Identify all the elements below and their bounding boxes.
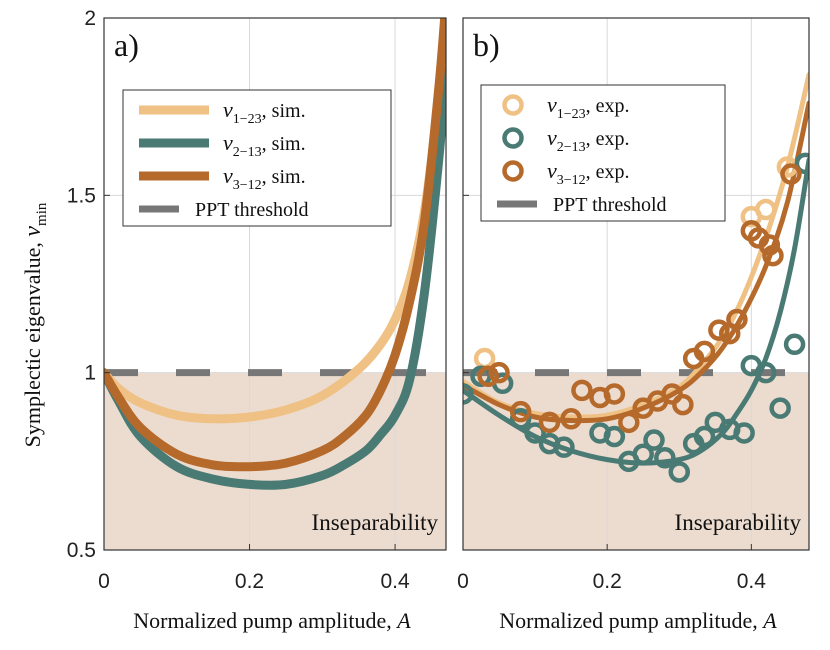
legend-subscript: 3−12 — [233, 178, 262, 193]
data-point-2−13 — [794, 152, 809, 175]
data-point-3−12 — [509, 400, 532, 423]
legend-item: PPT threshold — [497, 194, 667, 216]
data-point-2−13 — [463, 383, 474, 405]
legend-label: ν2−13, sim. — [223, 130, 306, 160]
data-point-1−23 — [755, 198, 777, 221]
legend-suffix: , sim. — [262, 133, 306, 155]
panel-label: a) — [114, 27, 139, 63]
legend-item: ν1−23, exp. — [502, 92, 630, 122]
data-point-3−12 — [488, 361, 510, 384]
legend-item: PPT threshold — [139, 199, 309, 221]
x-tick-label: 0.4 — [380, 570, 410, 593]
data-point-2−13 — [509, 408, 532, 430]
y-tick-label: 2 — [84, 7, 96, 30]
y-tick-label: 0.5 — [67, 539, 96, 562]
legend-label: ν1−23, sim. — [223, 97, 306, 127]
data-point-2−13 — [783, 333, 806, 356]
data-point-3−12 — [560, 408, 582, 430]
fit-line — [463, 72, 809, 420]
legend-swatch-marker — [502, 127, 524, 149]
inseparability-label: Inseparability — [675, 510, 802, 535]
y-tick-label: 1 — [84, 362, 96, 385]
legend-symbol: ν — [223, 97, 233, 122]
data-point-3−12 — [477, 365, 499, 387]
legend-symbol: ν — [223, 130, 233, 155]
data-point-2−13 — [693, 425, 716, 448]
data-point-3−12 — [661, 383, 683, 405]
x-tick-label: 0 — [457, 570, 469, 593]
plot-area — [104, 18, 446, 490]
x-tick-label: 0.2 — [235, 570, 264, 593]
data-point-3−12 — [618, 411, 640, 434]
x-tick-label: 0 — [98, 570, 110, 593]
panel-label: b) — [473, 27, 500, 63]
y-axis-label: Symplectic eigenvalue, νmin — [20, 202, 50, 447]
data-point-3−12 — [693, 340, 716, 363]
legend: ν1−23, sim.ν2−13, sim.ν3−12, sim.PPT thr… — [122, 89, 392, 227]
legend-symbol: ν — [223, 163, 233, 188]
legend-item: ν3−12, sim. — [139, 163, 306, 193]
x-tick-label: 0.2 — [593, 570, 622, 593]
x-axis-label-a: Normalized pump amplitude, A — [133, 608, 411, 633]
legend-subscript: 1−23 — [233, 112, 262, 127]
series-line-2−13 — [104, 66, 446, 490]
legend-suffix: , sim. — [262, 100, 306, 122]
data-point-2−13 — [632, 443, 654, 465]
data-point-3−12 — [672, 393, 694, 416]
legend-item: ν2−13, sim. — [139, 130, 306, 160]
legend-subscript: 2−13 — [557, 140, 586, 155]
data-point-3−12 — [762, 244, 784, 267]
legend-label: ν1−23, exp. — [547, 92, 630, 122]
legend-symbol: ν — [547, 125, 557, 150]
legend-item: ν1−23, sim. — [139, 97, 306, 127]
inseparability-label: Inseparability — [312, 510, 439, 535]
data-point-2−13 — [524, 422, 546, 444]
data-point-2−13 — [553, 436, 575, 458]
legend-subscript: 3−12 — [557, 173, 586, 188]
data-point-2−13 — [733, 422, 755, 444]
data-point-2−13 — [769, 397, 791, 419]
legend-swatch-marker — [502, 94, 524, 116]
legend-label: ν3−12, sim. — [223, 163, 306, 193]
data-point-3−12 — [538, 411, 561, 434]
axes-frame — [462, 17, 810, 551]
legend-suffix: , exp. — [586, 95, 630, 117]
data-point-2−13 — [654, 447, 676, 469]
data-point-3−12 — [708, 319, 730, 341]
legend-symbol: ν — [547, 158, 557, 183]
legend-item: ν3−12, exp. — [502, 158, 630, 188]
legend-symbol: ν — [547, 92, 557, 117]
legend-label: ν2−13, exp. — [547, 125, 630, 155]
x-tick-label: 0.4 — [737, 570, 767, 593]
data-point-3−12 — [571, 379, 593, 402]
data-point-3−12 — [758, 234, 781, 256]
y-tick-label: 1.5 — [67, 184, 96, 207]
axes-frame — [103, 17, 447, 551]
data-point-3−12 — [780, 163, 802, 185]
legend-subscript: 1−23 — [557, 107, 586, 122]
data-point-2−13 — [668, 461, 690, 483]
data-point-3−12 — [726, 308, 748, 331]
plot-area — [463, 72, 809, 483]
legend: ν1−23, exp.ν2−13, exp.ν3−12, exp.PPT thr… — [480, 84, 726, 222]
legend-subscript: 2−13 — [233, 145, 262, 160]
legend-label: PPT threshold — [195, 199, 309, 221]
data-point-2−13 — [603, 425, 626, 448]
data-point-2−13 — [755, 361, 777, 384]
legend-swatch-marker — [502, 160, 524, 182]
legend-suffix: , exp. — [586, 161, 630, 183]
legend-label: PPT threshold — [553, 194, 667, 216]
legend-label: ν3−12, exp. — [547, 158, 630, 188]
x-axis-label-b: Normalized pump amplitude, A — [499, 608, 777, 633]
data-point-2−13 — [643, 429, 665, 451]
legend-suffix: , sim. — [262, 166, 306, 188]
data-point-1−23 — [473, 347, 496, 370]
series-line-3−12 — [104, 18, 446, 472]
legend-suffix: , exp. — [586, 128, 630, 150]
data-point-3−12 — [603, 383, 626, 405]
legend-item: ν2−13, exp. — [502, 125, 630, 155]
